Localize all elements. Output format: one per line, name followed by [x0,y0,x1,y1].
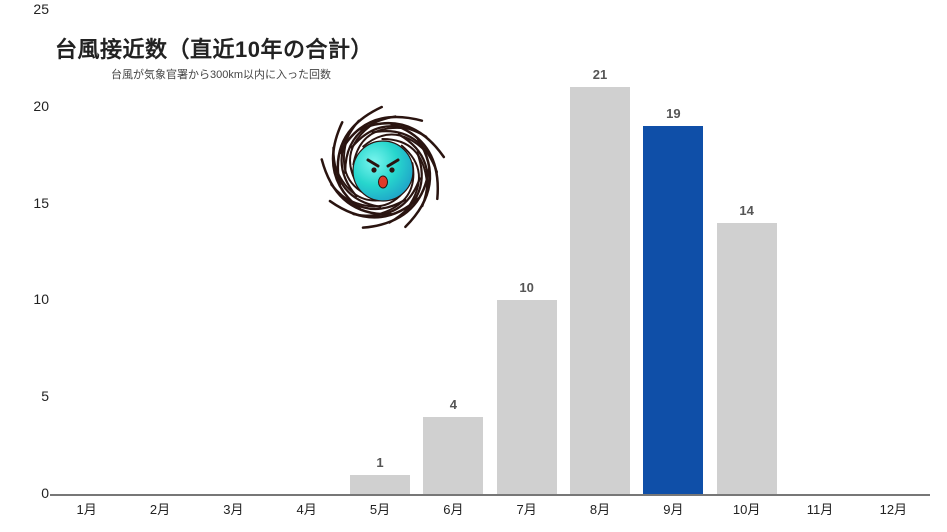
y-tick-label: 5 [9,388,49,404]
bar [423,417,483,494]
x-tick-label: 3月 [223,499,243,518]
chart-title: 台風接近数（直近10年の合計） [55,32,373,64]
x-tick-label: 8月 [590,499,610,518]
bar-value-label: 1 [376,455,383,470]
bar-value-label: 4 [450,397,457,412]
bar [643,126,703,494]
x-tick-label: 2月 [150,499,170,518]
x-axis-line [50,494,930,496]
x-tick-label: 5月 [370,499,390,518]
typhoon-icon [303,89,463,249]
x-tick-label: 10月 [733,499,760,518]
bar [717,223,777,494]
chart-subtitle: 台風が気象官署から300km以内に入った回数 [111,66,373,82]
y-tick-label: 0 [9,485,49,501]
bar [497,300,557,494]
x-tick-label: 7月 [517,499,537,518]
x-tick-label: 4月 [297,499,317,518]
bar-value-label: 21 [593,67,607,82]
bar-value-label: 14 [739,203,753,218]
bar-value-label: 10 [519,280,533,295]
bar [570,87,630,494]
y-tick-label: 20 [9,98,49,114]
bar-value-label: 19 [666,106,680,121]
title-block: 台風接近数（直近10年の合計） 台風が気象官署から300km以内に入った回数 [55,32,373,82]
y-tick-label: 25 [9,1,49,17]
x-tick-label: 1月 [77,499,97,518]
x-tick-label: 6月 [443,499,463,518]
x-tick-label: 12月 [880,499,907,518]
bar [350,475,410,494]
x-tick-label: 9月 [663,499,683,518]
y-tick-label: 10 [9,291,49,307]
chart-container: 台風接近数（直近10年の合計） 台風が気象官署から300km以内に入った回数 0… [0,0,947,532]
y-tick-label: 15 [9,195,49,211]
x-tick-label: 11月 [807,499,834,518]
